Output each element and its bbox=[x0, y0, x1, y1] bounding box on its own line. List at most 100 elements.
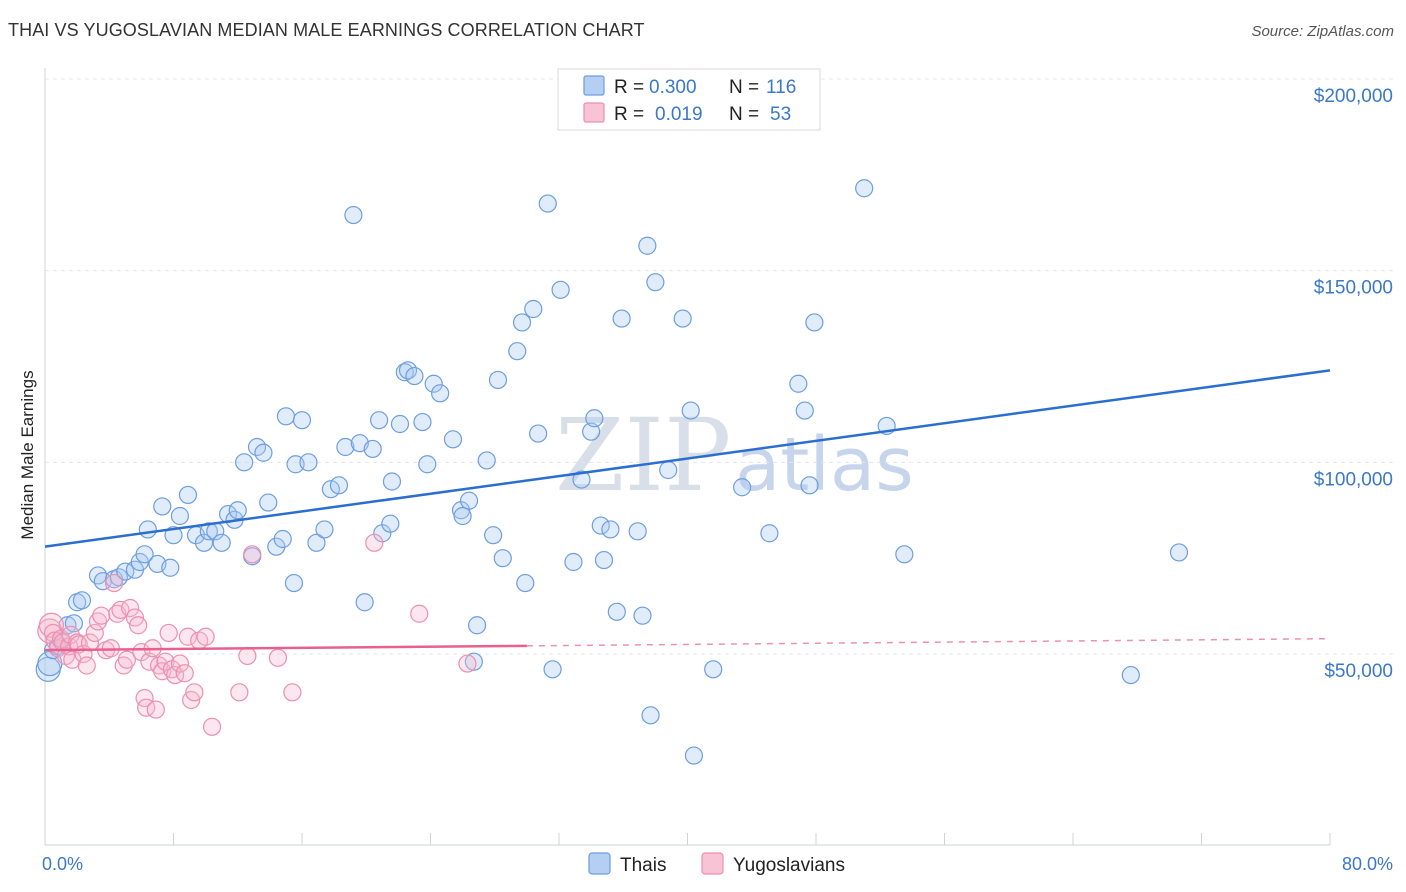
thais-point-70 bbox=[467, 616, 487, 635]
legend-n-value-yugoslavians: 53 bbox=[770, 104, 791, 125]
thais-point-20 bbox=[161, 558, 180, 577]
thais-point-35 bbox=[254, 443, 273, 462]
yugoslavians-point-38 bbox=[159, 623, 178, 643]
series-yugoslavians bbox=[37, 533, 477, 736]
y-tick-label-3: $200,000 bbox=[1314, 86, 1393, 107]
thais-point-67 bbox=[453, 506, 472, 526]
thais-point-26 bbox=[199, 522, 218, 541]
thais-point-36 bbox=[259, 493, 278, 512]
y-tick-label-0: $50,000 bbox=[1324, 661, 1393, 682]
yugoslavians-point-51 bbox=[243, 545, 262, 564]
thais-point-96 bbox=[646, 273, 665, 292]
bottom-legend-label-yugoslavians: Yugoslavians bbox=[733, 855, 845, 876]
thais-point-94 bbox=[638, 236, 657, 255]
yugoslavians-point-48 bbox=[202, 717, 222, 736]
thais-point-63 bbox=[424, 374, 443, 393]
thais-point-51 bbox=[355, 593, 374, 612]
x-tick-label-max: 80.0% bbox=[1342, 854, 1393, 874]
yugoslavians-point-32 bbox=[140, 652, 159, 671]
correlation-legend: R = 0.300 N = 116 R = 0.019 N = 53 bbox=[557, 68, 821, 131]
thais-point-82 bbox=[551, 280, 570, 299]
thais-point-44 bbox=[307, 533, 326, 552]
bottom-legend-swatch-thais bbox=[588, 852, 611, 875]
yugoslavians-point-18 bbox=[92, 606, 111, 625]
thais-point-38 bbox=[273, 529, 292, 549]
thais-point-98 bbox=[673, 309, 692, 328]
yugoslavians-point-24 bbox=[114, 656, 133, 675]
thais-point-19 bbox=[153, 497, 172, 516]
thais-point-79 bbox=[529, 424, 548, 443]
thais-point-52 bbox=[363, 439, 382, 459]
thais-point-74 bbox=[493, 549, 512, 568]
thais-point-42 bbox=[292, 411, 312, 430]
legend-n-label-thais: N = bbox=[729, 77, 759, 98]
thais-point-60 bbox=[405, 366, 424, 386]
thais-point-47 bbox=[329, 476, 349, 495]
yugoslavians-point-43 bbox=[178, 627, 198, 646]
thais-point-88 bbox=[594, 550, 614, 570]
axes bbox=[44, 68, 1331, 846]
y-tick-label-1: $100,000 bbox=[1314, 469, 1393, 490]
thais-point-43 bbox=[299, 453, 318, 472]
thais-point-85 bbox=[582, 422, 601, 441]
thais-point-58 bbox=[395, 363, 414, 382]
thais-point-92 bbox=[628, 522, 647, 541]
thais-point-95 bbox=[641, 706, 660, 725]
yugoslavians-point-41 bbox=[170, 654, 190, 673]
watermark-atlas: atlas bbox=[735, 422, 914, 508]
yugoslavians-point-17 bbox=[88, 612, 108, 631]
yugoslavians-point-49 bbox=[230, 683, 249, 702]
yugoslavians-point-16 bbox=[85, 623, 104, 643]
thais-point-75 bbox=[508, 342, 527, 361]
thais-point-23 bbox=[178, 485, 198, 505]
thais-point-31 bbox=[228, 501, 247, 520]
y-axis-label: Median Male Earnings bbox=[18, 370, 37, 539]
legend-swatch-yugoslavians bbox=[583, 102, 605, 123]
thais-point-48 bbox=[336, 437, 355, 457]
thais-point-77 bbox=[516, 573, 535, 593]
thais-point-97 bbox=[659, 460, 678, 480]
thais-point-83 bbox=[564, 552, 583, 572]
thais-point-53 bbox=[370, 411, 389, 430]
series-thais bbox=[35, 179, 1189, 765]
chart-source: Source: ZipAtlas.com bbox=[1251, 23, 1394, 40]
legend-n-label-yugoslavians: N = bbox=[729, 104, 759, 125]
yugoslavians-point-25 bbox=[117, 650, 137, 669]
legend-r-value-thais: 0.300 bbox=[649, 77, 697, 98]
thais-point-40 bbox=[284, 573, 304, 593]
yugoslavians-point-54 bbox=[365, 533, 384, 552]
thais-point-86 bbox=[585, 409, 604, 428]
thais-point-107 bbox=[805, 313, 824, 332]
series-legend: Thais Yugoslavians bbox=[588, 852, 845, 876]
yugoslavians-point-47 bbox=[196, 627, 215, 646]
yugoslavians-point-26 bbox=[121, 598, 140, 618]
thais-point-56 bbox=[382, 472, 402, 491]
thais-point-22 bbox=[170, 506, 190, 526]
thais-point-104 bbox=[789, 374, 808, 393]
y-tick-labels: $50,000 $100,000 $150,000 $200,000 bbox=[1314, 86, 1393, 682]
thais-point-93 bbox=[633, 606, 652, 625]
thais-point-76 bbox=[512, 313, 532, 332]
thais-point-45 bbox=[315, 520, 334, 539]
thais-point-32 bbox=[235, 453, 254, 472]
trend-line-yugoslavians bbox=[44, 644, 527, 652]
thais-point-89 bbox=[601, 520, 620, 539]
thais-point-87 bbox=[591, 516, 610, 535]
legend-r-label-thais: R = bbox=[614, 77, 644, 98]
bottom-legend-swatch-yugoslavians bbox=[701, 852, 724, 875]
yugoslavians-point-34 bbox=[146, 700, 165, 719]
thais-point-105 bbox=[795, 401, 814, 420]
yugoslavians-point-45 bbox=[185, 683, 204, 702]
thais-point-64 bbox=[431, 384, 450, 403]
thais-point-80 bbox=[538, 194, 557, 213]
thais-point-68 bbox=[459, 491, 479, 510]
yugoslavians-point-56 bbox=[458, 654, 477, 673]
y-tick-label-2: $150,000 bbox=[1314, 278, 1393, 299]
thais-point-28 bbox=[212, 533, 231, 552]
trend-lines bbox=[44, 369, 1331, 652]
thais-point-6 bbox=[64, 614, 84, 633]
thais-point-101 bbox=[704, 660, 723, 679]
thais-point-91 bbox=[612, 309, 631, 328]
thais-point-61 bbox=[413, 412, 432, 432]
